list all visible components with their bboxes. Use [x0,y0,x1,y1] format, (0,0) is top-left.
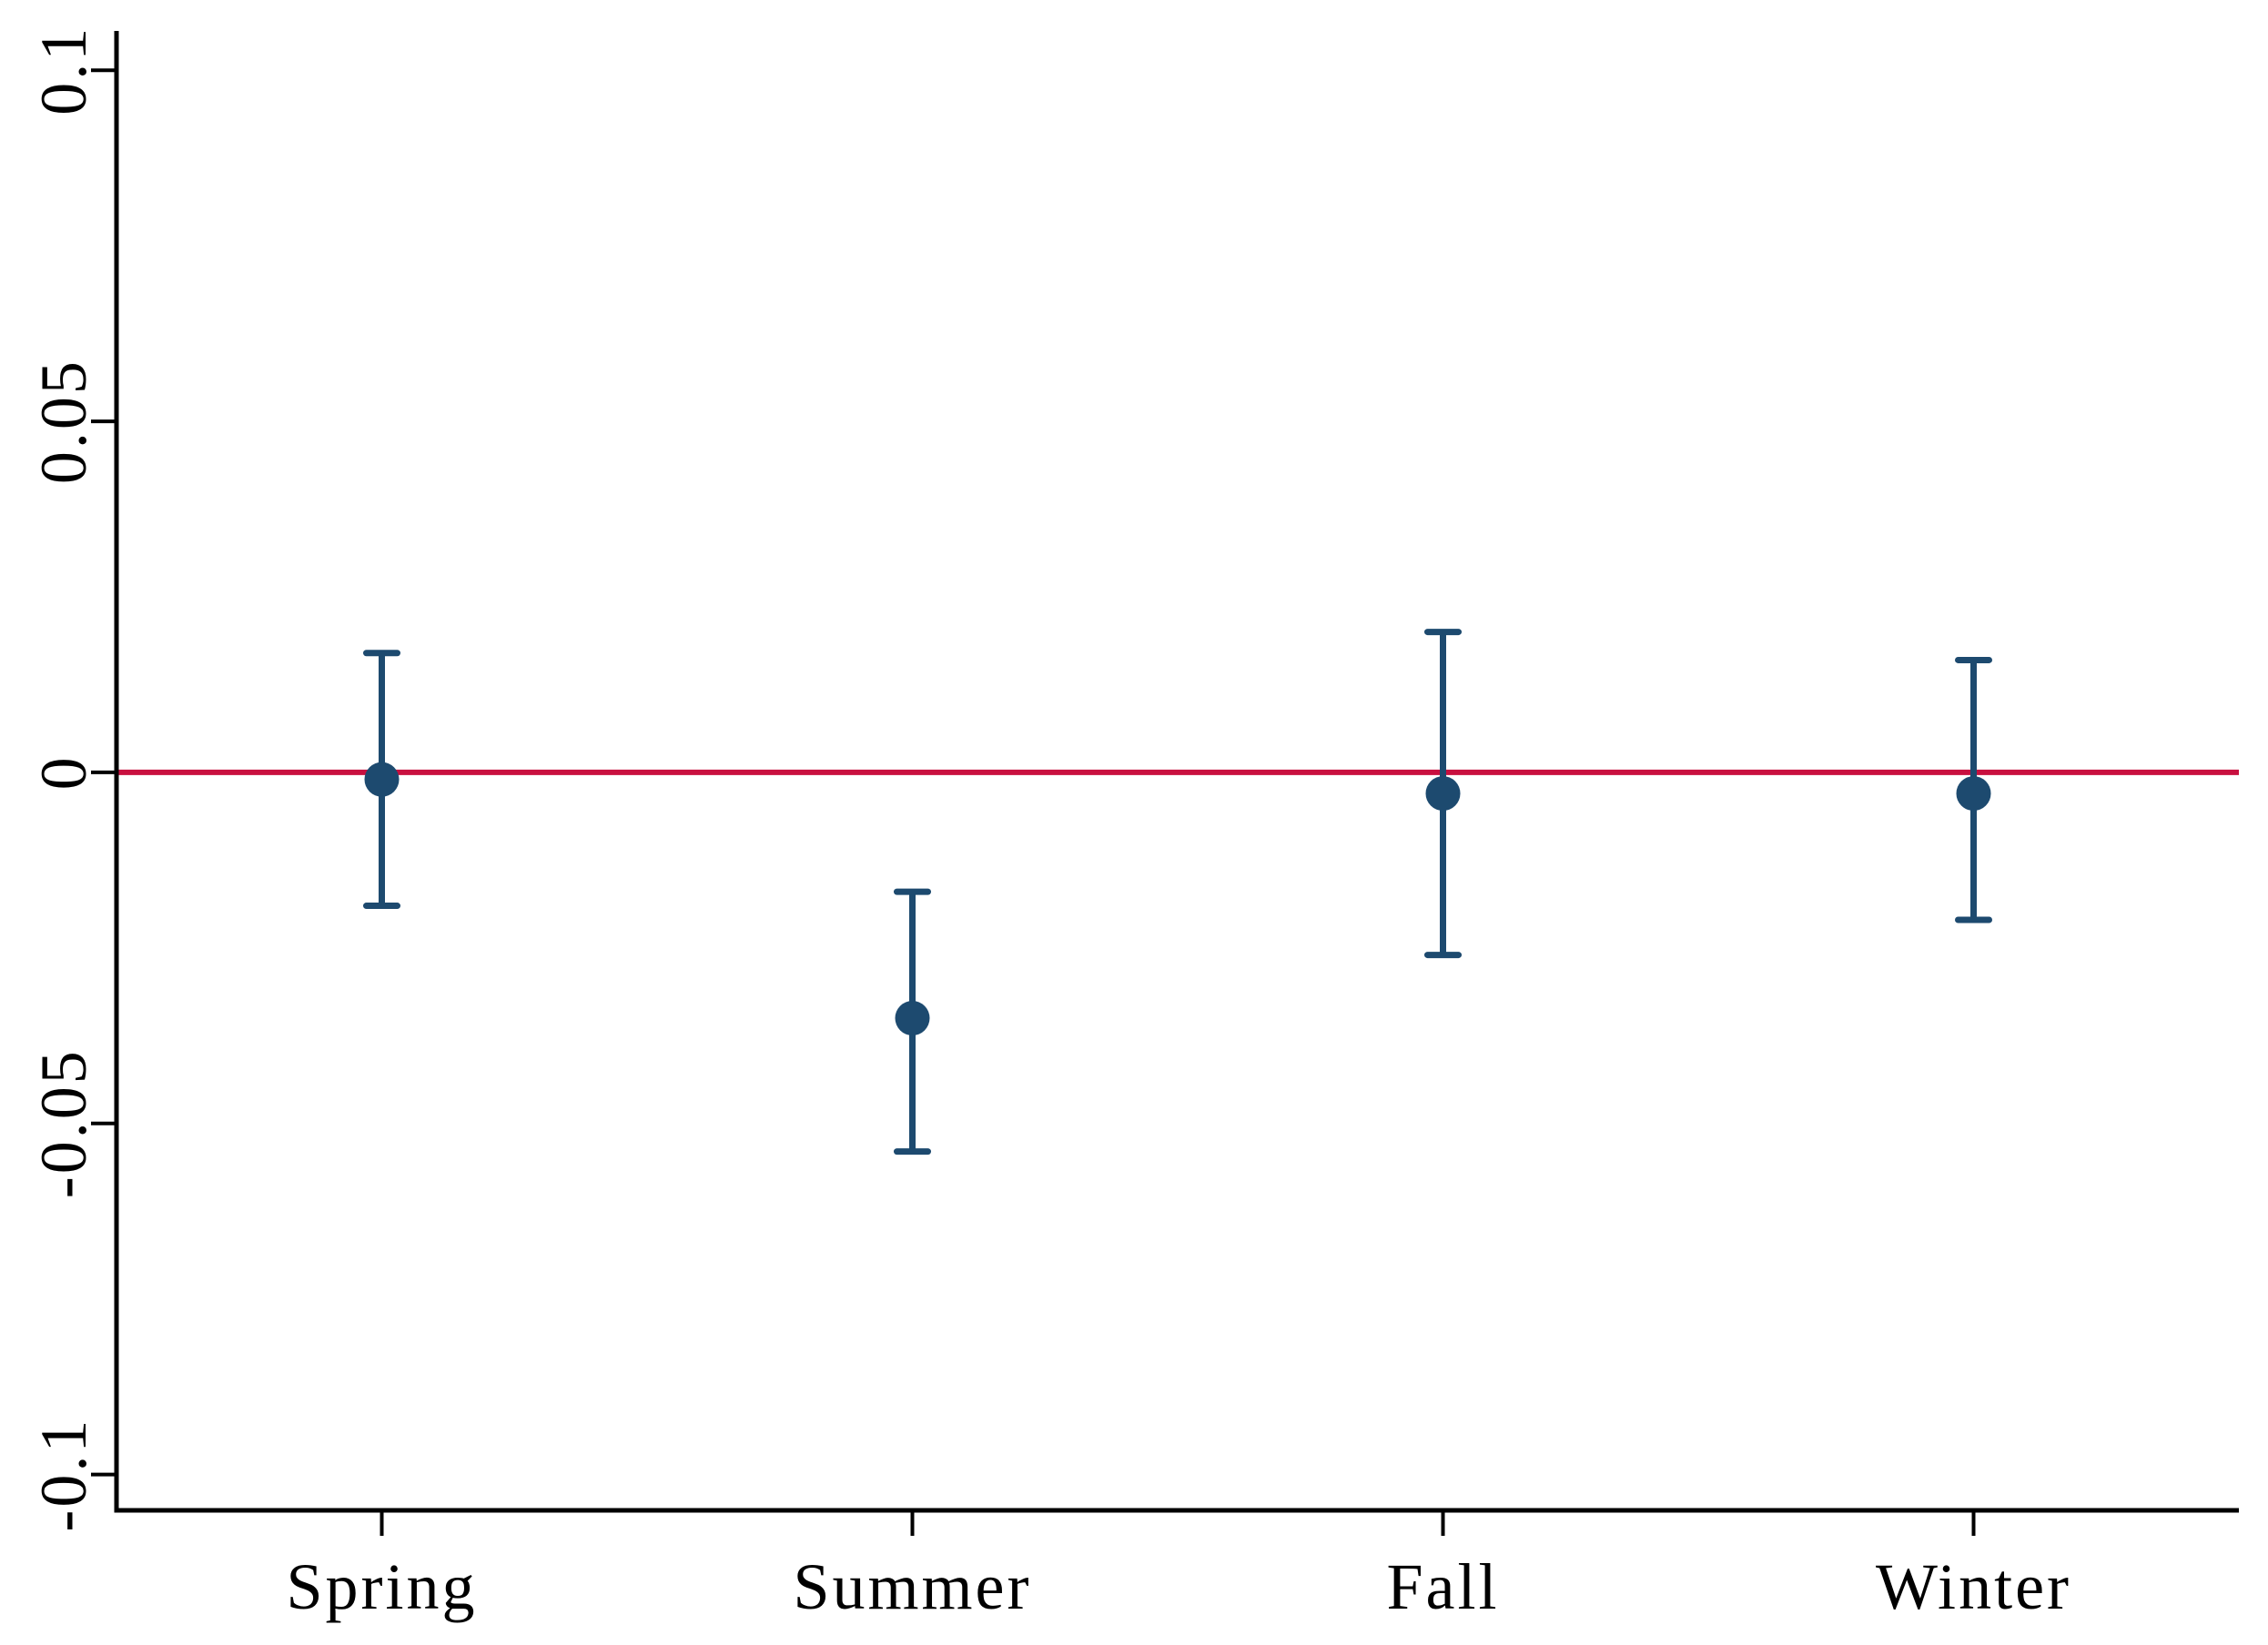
estimate-marker [364,762,400,797]
estimate-marker [1956,776,1991,812]
y-tick-label: 0.05 [27,358,100,484]
estimate-marker [1425,776,1461,812]
x-tick-label: Summer [794,1550,1032,1623]
x-tick-label: Winter [1876,1550,2071,1623]
y-tick-label: -0.1 [27,1418,100,1532]
x-tick-label: Fall [1386,1550,1499,1623]
y-tick-label: 0.1 [27,25,100,116]
y-tick-label: -0.05 [27,1048,100,1198]
y-tick-label: 0 [27,754,100,790]
estimate-marker [895,1001,930,1036]
x-tick-label: Spring [286,1550,477,1623]
